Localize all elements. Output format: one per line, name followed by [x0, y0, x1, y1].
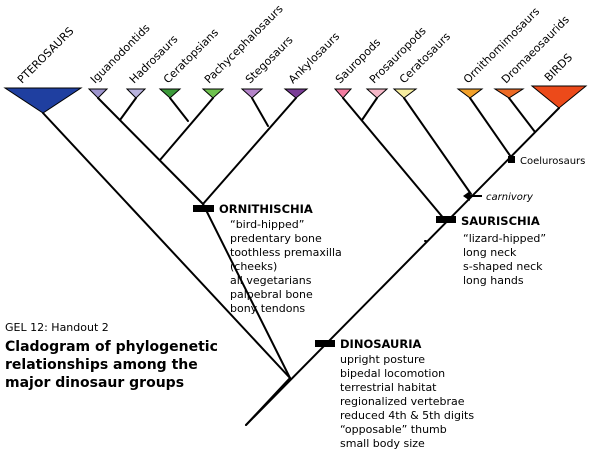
dinosauria-trait: small body size	[340, 437, 425, 450]
label-dromaeosaurids: Dromaeosaurids	[499, 13, 572, 86]
node-markers	[193, 156, 515, 347]
dinosauria-trait: terrestrial habitat	[340, 381, 437, 394]
saurischia-trait: “lizard-hipped”	[463, 232, 546, 245]
saurischia-trait: long hands	[463, 274, 524, 287]
saurischia-title: SAURISCHIA	[461, 214, 540, 228]
ornithischia-trait: all vegetarians	[230, 274, 312, 287]
marker-coelurosaurs	[508, 156, 515, 163]
dinosauria-trait: reduced 4th & 5th digits	[340, 409, 474, 422]
dinosauria-trait: “opposable” thumb	[340, 423, 447, 436]
saurischia-annotation: SAURISCHIA “lizard-hipped” long neck s-s…	[461, 214, 546, 287]
carnivory-arrow-icon	[463, 191, 482, 201]
triangle-iguanodontids	[87, 88, 109, 99]
coelurosaurs-label: Coelurosaurs	[520, 156, 585, 167]
label-pterosaurs: PTEROSAURS	[15, 25, 77, 87]
ornithischia-title: ORNITHISCHIA	[219, 202, 313, 216]
triangle-ceratopsians	[158, 88, 182, 99]
taxon-labels: PTEROSAURS Iguanodontids Hadrosaurs Cera…	[15, 2, 575, 86]
triangle-ceratosaurs	[392, 88, 418, 99]
dinosauria-title: DINOSAURIA	[340, 337, 422, 351]
triangle-pterosaurs	[3, 87, 83, 114]
caption: GEL 12: Handout 2 Cladogram of phylogene…	[5, 321, 218, 391]
ornithischia-annotation: ORNITHISCHIA “bird-hipped” predentary bo…	[219, 202, 342, 315]
marker-ornithischia	[193, 205, 214, 212]
ornithischia-trait: (cheeks)	[230, 260, 277, 273]
triangle-ankylosaurs	[283, 88, 309, 99]
triangle-pachycephalosaurs	[201, 88, 225, 99]
carnivory-label: carnivory	[486, 192, 534, 203]
ornithischia-trait: toothless premaxilla	[230, 246, 342, 259]
ornithischia-trait: “bird-hipped”	[230, 218, 304, 231]
caption-title-line: major dinosaur groups	[5, 375, 184, 391]
saurischia-trait: s-shaped neck	[463, 260, 543, 273]
cladogram-branches	[42, 97, 560, 426]
dinosauria-trait: bipedal locomotion	[340, 367, 445, 380]
taxon-triangles	[3, 85, 588, 114]
ornithischia-trait: palpebral bone	[230, 288, 313, 301]
triangle-birds	[530, 85, 588, 109]
triangle-prosauropods	[365, 88, 389, 99]
triangle-hadrosaurs	[125, 88, 147, 99]
caption-title-line: relationships among the	[5, 357, 198, 373]
handout-label: GEL 12: Handout 2	[5, 321, 109, 334]
dinosauria-annotation: DINOSAURIA upright posture bipedal locom…	[340, 337, 474, 450]
marker-dinosauria	[315, 340, 335, 347]
ornithischia-trait: predentary bone	[230, 232, 322, 245]
dinosauria-trait: regionalized vertebrae	[340, 395, 465, 408]
triangle-stegosaurs	[240, 88, 264, 99]
dinosauria-trait: upright posture	[340, 353, 425, 366]
ornithischia-trait: bony tendons	[230, 302, 305, 315]
label-pachycephalosaurs: Pachycephalosaurs	[202, 2, 286, 86]
saurischia-trait: long neck	[463, 246, 517, 259]
triangle-ornithomimosaurs	[456, 88, 484, 99]
label-birds: BIRDS	[542, 51, 575, 84]
caption-title-line: Cladogram of phylogenetic	[5, 339, 218, 355]
marker-saurischia	[436, 216, 456, 223]
triangle-dromaeosaurids	[493, 88, 525, 99]
triangle-sauropods	[333, 88, 353, 99]
